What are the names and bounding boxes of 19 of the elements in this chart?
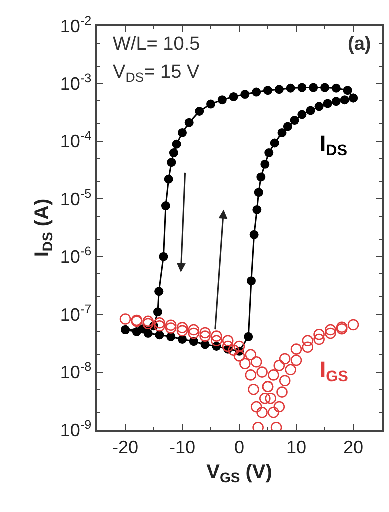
y-tick-label: 10$^{-5}$: [60, 186, 92, 210]
y-tick-label: 10$^{-4}$: [60, 129, 92, 152]
y-tick-label: 10$^{-3}$: [60, 71, 92, 94]
annotation: (a): [348, 34, 372, 55]
annotation: V$_{DS}$= 15 V: [113, 62, 200, 85]
x-axis-title: V$_{GS}$ (V): [206, 461, 272, 486]
y-tick-label: 10$^{-7}$: [60, 302, 92, 325]
x-tick-label: 20: [343, 437, 364, 458]
x-tick-label: 10: [286, 437, 307, 458]
y-tick-label: 10$^{-2}$: [60, 14, 92, 36]
y-tick-label: 10$^{-9}$: [60, 418, 92, 440]
y-tick-label: 10$^{-6}$: [60, 244, 92, 268]
series-label: I$_{GS}$: [320, 357, 348, 386]
x-tick-label: -10: [169, 437, 196, 458]
annotation: W/L= 10.5: [113, 34, 200, 55]
series-label: I$_{DS}$: [320, 131, 348, 160]
y-tick-label: 10$^{-8}$: [60, 360, 92, 383]
x-tick-label: -20: [112, 437, 139, 458]
x-tick-label: 0: [234, 437, 245, 458]
